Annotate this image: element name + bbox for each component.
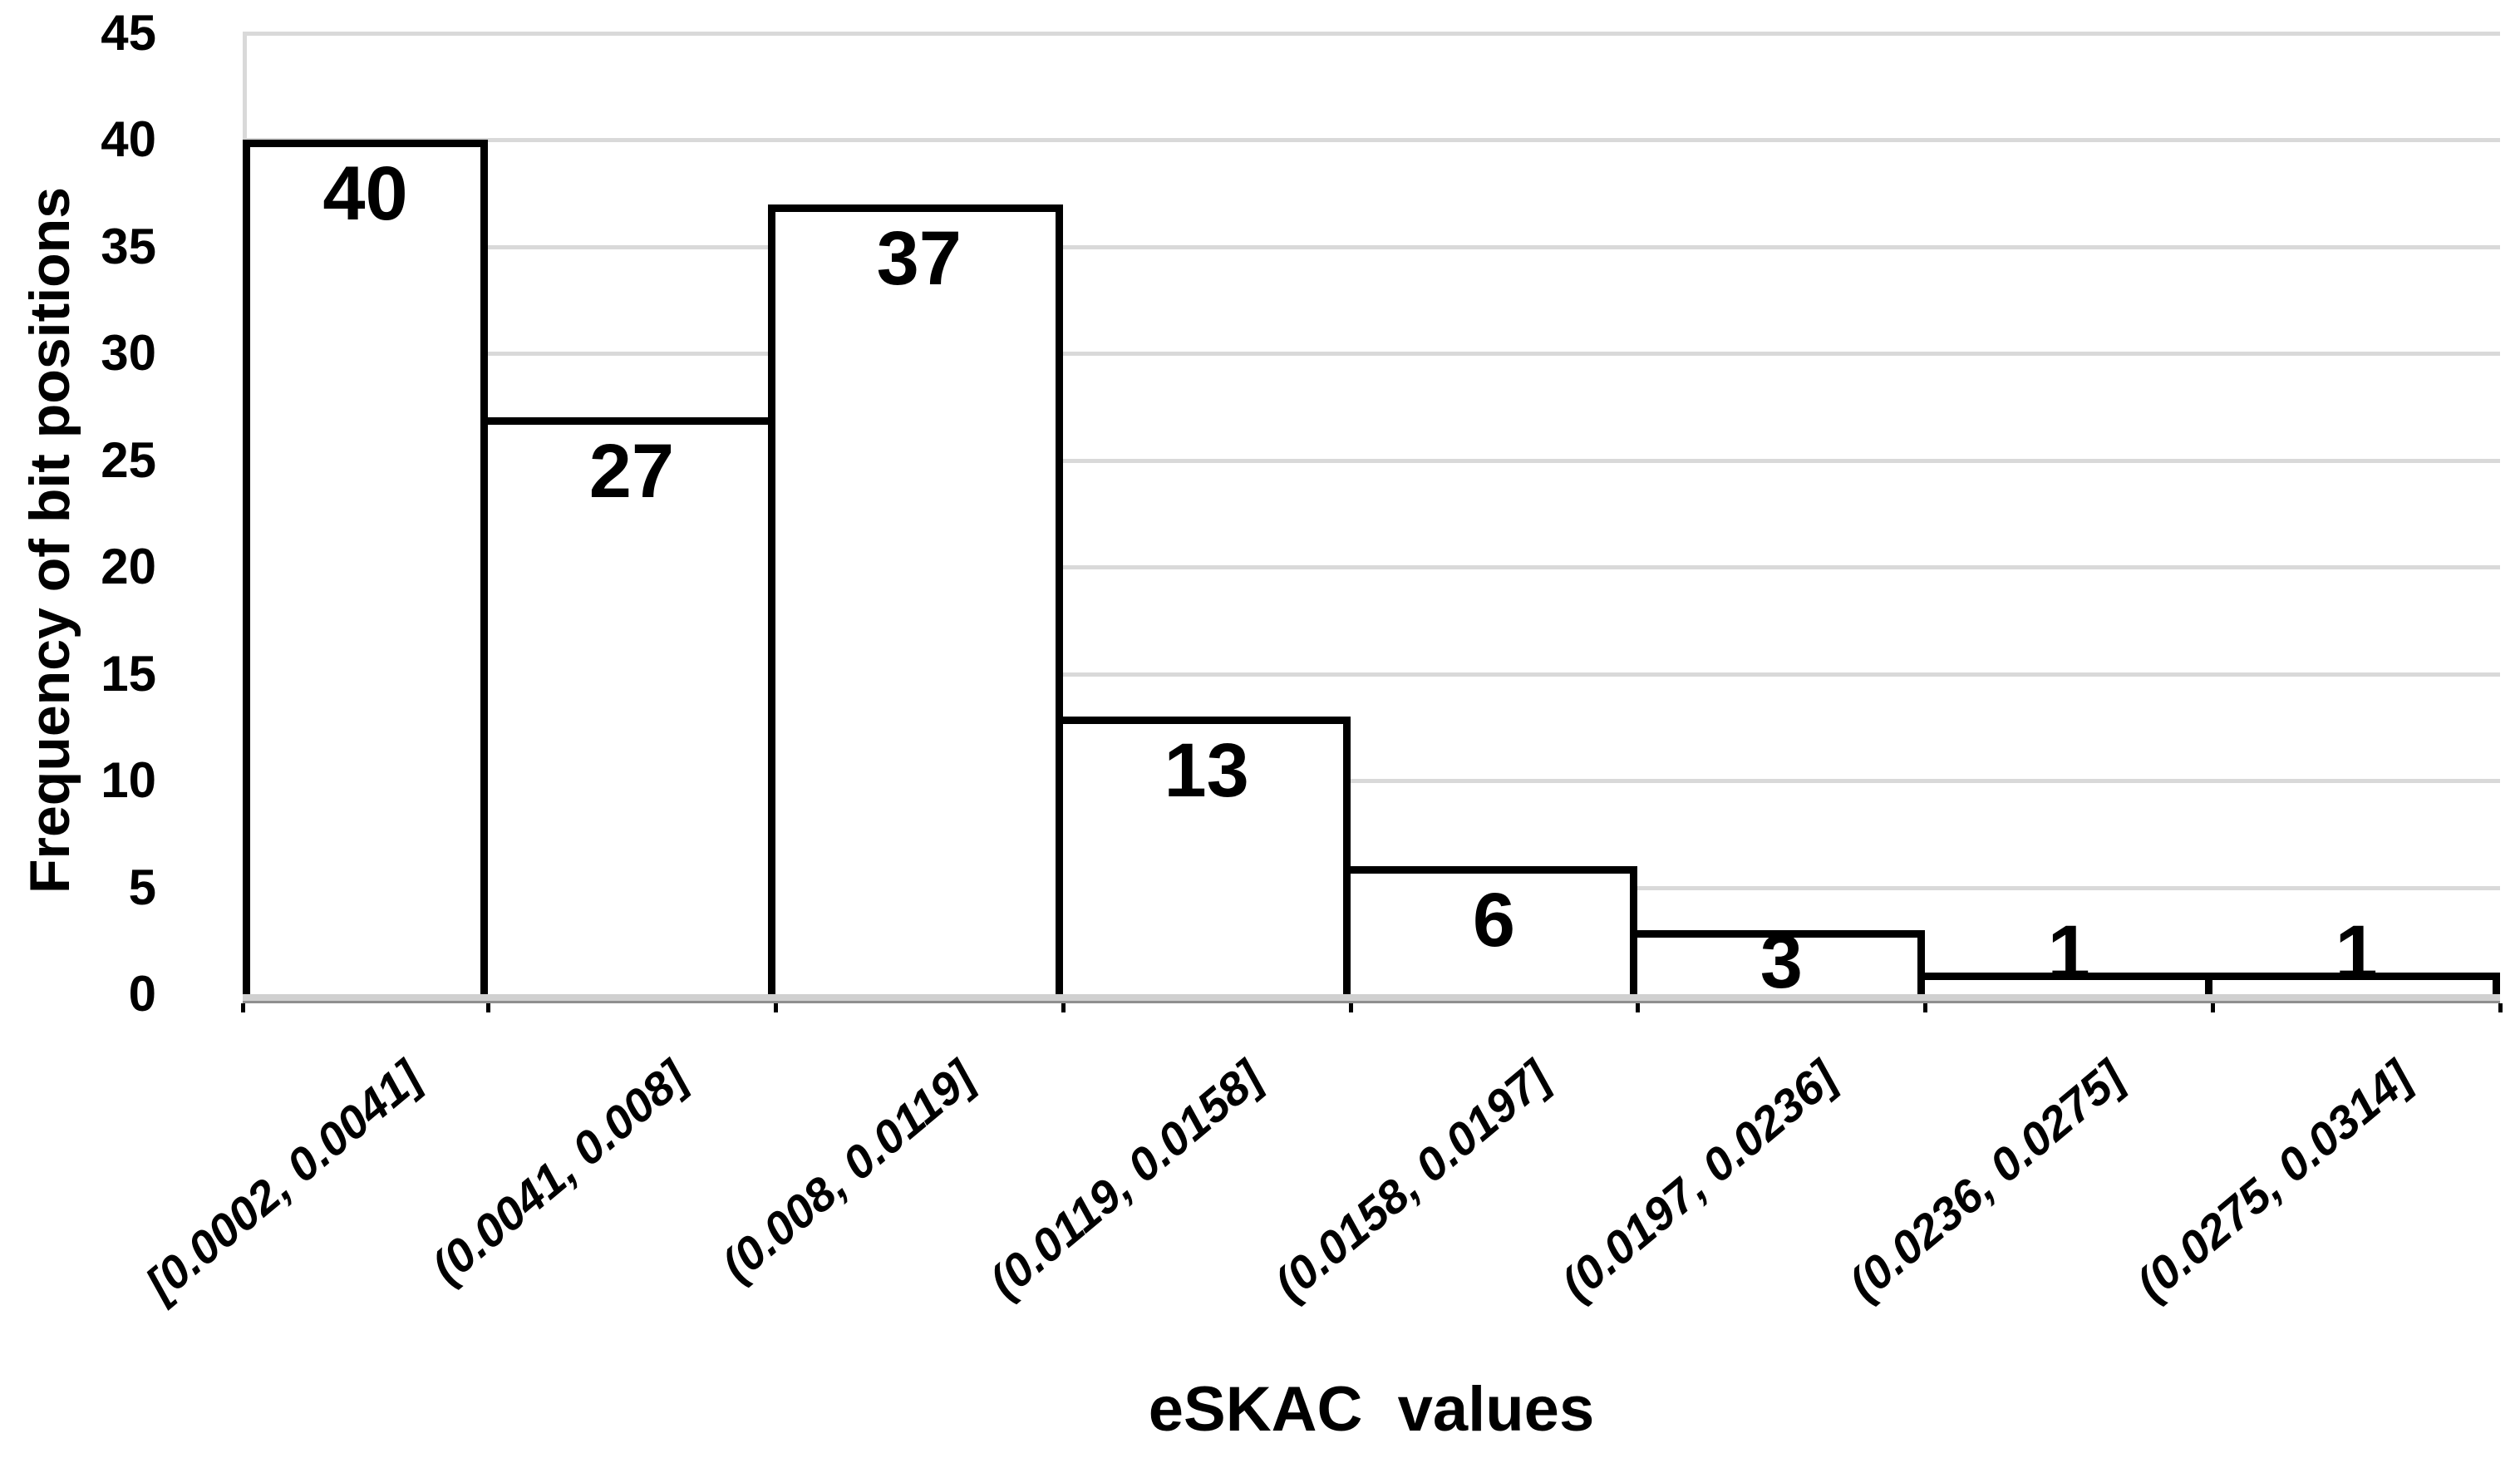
axis-tick	[241, 1003, 245, 1012]
gridline	[243, 244, 2500, 249]
gridline	[243, 565, 2500, 570]
bar-value-label: 27	[588, 429, 675, 515]
x-tick-label: (0.0119, 0.0158]	[979, 1050, 1272, 1308]
bar-value-label: 6	[1472, 877, 1516, 963]
x-tick-label: [0.0002, 0.0041]	[135, 1050, 431, 1311]
bar	[2205, 973, 2500, 994]
axis-tick	[1348, 1003, 1353, 1012]
y-tick-label: 40	[101, 111, 156, 168]
bar	[1055, 717, 1351, 994]
y-axis-title: Frequency of bit positions	[18, 186, 81, 894]
bar-value-label: 37	[876, 215, 962, 301]
bar	[480, 417, 775, 994]
gridline	[243, 32, 2500, 36]
axis-tick	[1636, 1003, 1641, 1012]
axis-tick	[773, 1003, 778, 1012]
y-tick-label: 15	[101, 645, 156, 702]
bar-value-label: 40	[322, 151, 408, 237]
axis-tick	[2211, 1003, 2216, 1012]
gridline	[243, 138, 2500, 143]
x-tick-label: (0.0197, 0.0236]	[1551, 1050, 1847, 1311]
x-axis-title: eSKAC values	[1148, 1374, 1595, 1445]
gridline	[243, 672, 2500, 677]
axis-tick	[2498, 1003, 2503, 1012]
bar-value-label: 1	[2335, 910, 2378, 996]
bar-value-label: 3	[1760, 919, 1803, 1004]
y-tick-label: 35	[101, 218, 156, 274]
y-tick-label: 25	[101, 431, 156, 488]
x-tick-label: (0.0236, 0.0275]	[1838, 1050, 2134, 1311]
y-tick-label: 20	[101, 539, 156, 595]
y-tick-label: 45	[101, 5, 156, 61]
bar-value-label: 13	[1164, 728, 1249, 814]
axis-tick	[1061, 1003, 1066, 1012]
gridline	[243, 352, 2500, 357]
x-tick-label: (0.0041, 0.008]	[421, 1050, 697, 1294]
y-tick-label: 5	[128, 859, 156, 915]
bar-value-label: 1	[2047, 910, 2090, 996]
y-tick-label: 0	[128, 966, 156, 1022]
x-tick-label: (0.008, 0.0119]	[711, 1050, 985, 1292]
bar	[243, 140, 488, 994]
axis-tick	[486, 1003, 490, 1012]
axis-tick	[1923, 1003, 1928, 1012]
x-tick-label: (0.0158, 0.0197]	[1263, 1050, 1560, 1311]
y-tick-label: 30	[101, 325, 156, 382]
bar	[767, 204, 1063, 994]
gridline	[243, 779, 2500, 784]
bar	[1917, 973, 2213, 994]
bar	[1630, 929, 1926, 994]
y-tick-label: 10	[101, 752, 156, 809]
x-tick-label: (0.0275, 0.0314]	[2126, 1050, 2422, 1311]
x-axis-line	[243, 994, 2500, 1003]
gridline	[243, 458, 2500, 463]
